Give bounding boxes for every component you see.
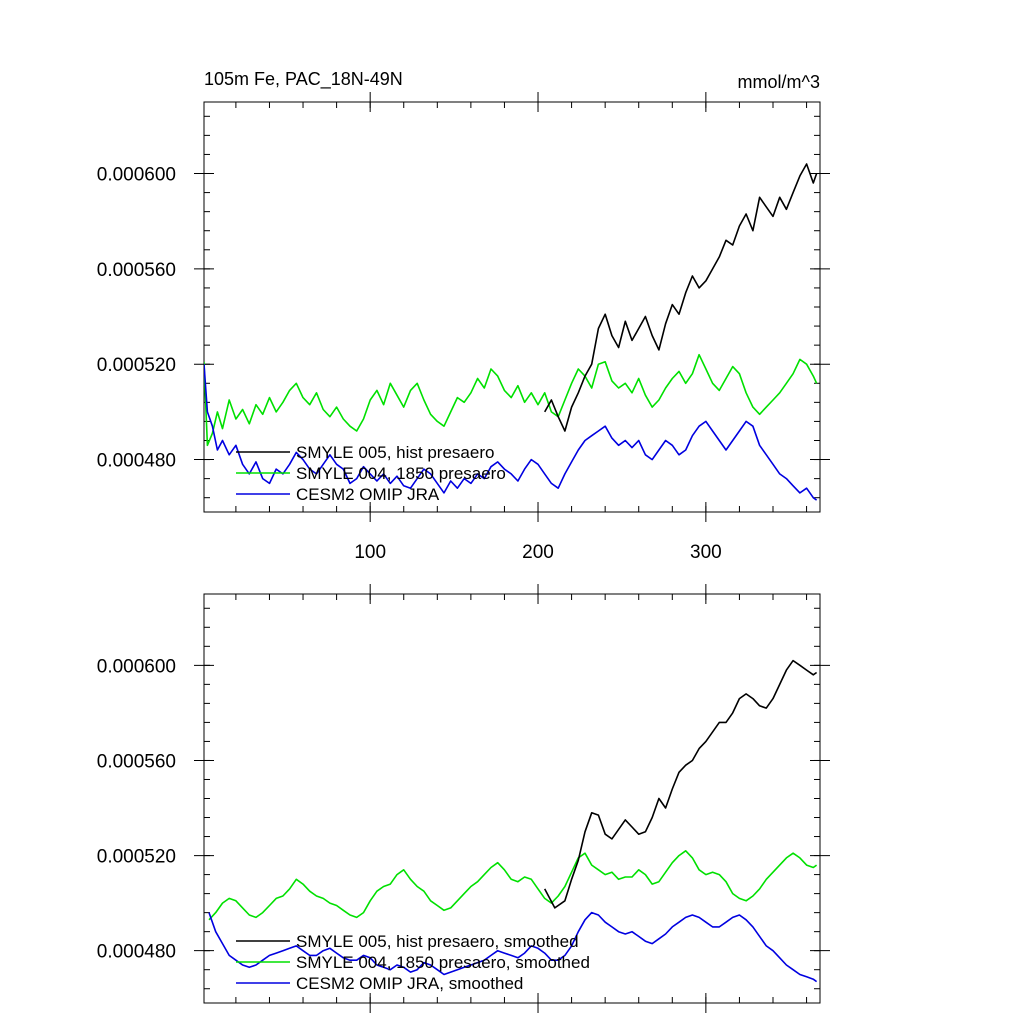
series-line-smyle-004-1850-presaero: [204, 353, 818, 447]
y-tick-label: 0.000560: [97, 260, 176, 281]
legend-label: CESM2 OMIP JRA: [296, 485, 440, 504]
x-tick-label: 300: [690, 542, 722, 563]
legend-label: SMYLE 004, 1850 presaero, smoothed: [296, 953, 590, 972]
y-tick-label: 0.000520: [97, 355, 176, 376]
x-tick-label: 200: [522, 542, 554, 563]
bottom-panel: 0.000480 0.000520 0.000560 0.000600 SMYLE 00…: [97, 584, 830, 1013]
top-panel: 0.000480 0.000520 0.000560 0.000600 100 200 30…: [97, 69, 830, 563]
series-line-smyle-005-hist-presaero: [544, 163, 818, 432]
chart-title: 105m Fe, PAC_18N-49N: [204, 69, 403, 90]
series-line-smyle-004-1850-presaero-smoothed: [208, 849, 818, 921]
y-tick-label: 0.000600: [97, 165, 176, 186]
y-tick-label: 0.000560: [97, 751, 176, 772]
legend-label: CESM2 OMIP JRA, smoothed: [296, 974, 523, 993]
series-line-smyle-005-hist-presaero-smoothed: [543, 659, 818, 909]
legend-label: SMYLE 005, hist presaero, smoothed: [296, 932, 579, 951]
y-tick-label: 0.000600: [97, 656, 176, 677]
x-tick-label: 100: [354, 542, 386, 563]
series-line-cesm2-omip-jra-smoothed: [208, 911, 818, 983]
y-tick-label: 0.000480: [97, 942, 176, 963]
y-tick-label: 0.000520: [97, 847, 176, 868]
legend-label: SMYLE 005, hist presaero: [296, 443, 494, 462]
legend-label: SMYLE 004, 1850 presaero: [296, 464, 506, 483]
units-label: mmol/m^3: [738, 72, 820, 92]
y-tick-label: 0.000480: [97, 451, 176, 472]
series-line-cesm2-omip-jra: [204, 364, 818, 501]
